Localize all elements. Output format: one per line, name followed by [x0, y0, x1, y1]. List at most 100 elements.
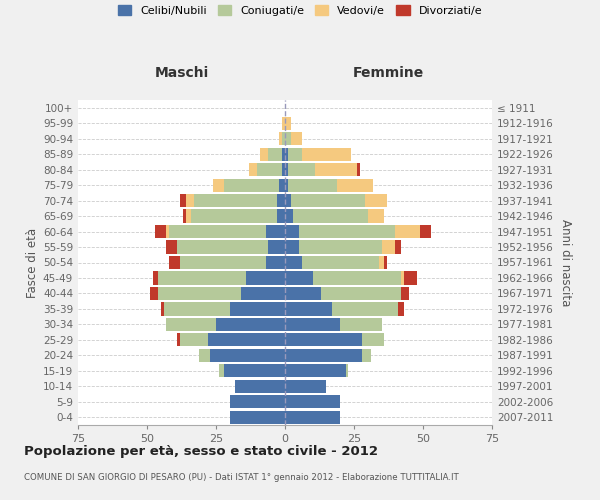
Bar: [199, 349, 211, 362]
Bar: [158, 272, 247, 284]
Text: Popolazione per età, sesso e stato civile - 2012: Popolazione per età, sesso e stato civil…: [24, 445, 378, 458]
Bar: [285, 302, 332, 316]
Bar: [282, 132, 285, 145]
Bar: [155, 225, 166, 238]
Bar: [285, 410, 340, 424]
Bar: [401, 272, 404, 284]
Bar: [185, 210, 191, 222]
Bar: [282, 116, 285, 130]
Bar: [285, 210, 293, 222]
Bar: [282, 148, 285, 160]
Bar: [230, 395, 285, 408]
Bar: [285, 225, 299, 238]
Bar: [266, 256, 285, 269]
Bar: [395, 225, 420, 238]
Bar: [266, 225, 285, 238]
Bar: [230, 302, 285, 316]
Bar: [216, 318, 285, 331]
Bar: [285, 194, 290, 207]
Bar: [420, 225, 431, 238]
Bar: [277, 210, 285, 222]
Bar: [282, 163, 285, 176]
Bar: [401, 287, 409, 300]
Bar: [299, 225, 395, 238]
Bar: [180, 334, 208, 346]
Bar: [398, 302, 404, 316]
Bar: [230, 410, 285, 424]
Text: COMUNE DI SAN GIORGIO DI PESARO (PU) - Dati ISTAT 1° gennaio 2012 - Elaborazione: COMUNE DI SAN GIORGIO DI PESARO (PU) - D…: [24, 472, 459, 482]
Bar: [249, 163, 257, 176]
Bar: [365, 194, 387, 207]
Bar: [357, 163, 359, 176]
Bar: [268, 240, 285, 254]
Y-axis label: Fasce di età: Fasce di età: [26, 228, 39, 298]
Bar: [178, 334, 180, 346]
Bar: [161, 302, 164, 316]
Bar: [288, 163, 316, 176]
Bar: [293, 210, 368, 222]
Bar: [362, 349, 371, 362]
Text: Femmine: Femmine: [353, 66, 424, 80]
Bar: [285, 318, 340, 331]
Bar: [379, 256, 385, 269]
Bar: [194, 194, 277, 207]
Bar: [185, 194, 194, 207]
Bar: [285, 240, 299, 254]
Bar: [290, 132, 302, 145]
Bar: [285, 132, 290, 145]
Bar: [285, 178, 288, 192]
Bar: [235, 380, 285, 393]
Bar: [166, 318, 216, 331]
Bar: [285, 163, 288, 176]
Bar: [178, 240, 268, 254]
Bar: [280, 178, 285, 192]
Bar: [316, 163, 357, 176]
Bar: [285, 334, 362, 346]
Bar: [247, 272, 285, 284]
Bar: [191, 210, 277, 222]
Bar: [180, 194, 185, 207]
Bar: [285, 364, 346, 378]
Bar: [385, 256, 387, 269]
Bar: [224, 364, 285, 378]
Bar: [280, 132, 282, 145]
Bar: [368, 210, 385, 222]
Bar: [257, 163, 282, 176]
Bar: [288, 178, 337, 192]
Bar: [285, 272, 313, 284]
Bar: [285, 380, 326, 393]
Text: Maschi: Maschi: [154, 66, 209, 80]
Bar: [219, 364, 224, 378]
Bar: [313, 272, 401, 284]
Bar: [288, 148, 302, 160]
Bar: [211, 349, 285, 362]
Bar: [285, 116, 290, 130]
Y-axis label: Anni di nascita: Anni di nascita: [559, 219, 572, 306]
Bar: [213, 178, 224, 192]
Bar: [224, 178, 280, 192]
Bar: [337, 178, 373, 192]
Bar: [362, 334, 385, 346]
Bar: [302, 256, 379, 269]
Bar: [346, 364, 349, 378]
Legend: Celibi/Nubili, Coniugati/e, Vedovi/e, Divorziati/e: Celibi/Nubili, Coniugati/e, Vedovi/e, Di…: [113, 0, 487, 20]
Bar: [169, 225, 266, 238]
Bar: [332, 302, 398, 316]
Bar: [395, 240, 401, 254]
Bar: [180, 256, 266, 269]
Bar: [208, 334, 285, 346]
Bar: [285, 256, 302, 269]
Bar: [164, 302, 230, 316]
Bar: [152, 272, 158, 284]
Bar: [285, 148, 288, 160]
Bar: [183, 210, 185, 222]
Bar: [268, 148, 282, 160]
Bar: [150, 287, 158, 300]
Bar: [340, 318, 382, 331]
Bar: [169, 256, 180, 269]
Bar: [285, 349, 362, 362]
Bar: [285, 287, 321, 300]
Bar: [382, 240, 395, 254]
Bar: [321, 287, 401, 300]
Bar: [290, 194, 365, 207]
